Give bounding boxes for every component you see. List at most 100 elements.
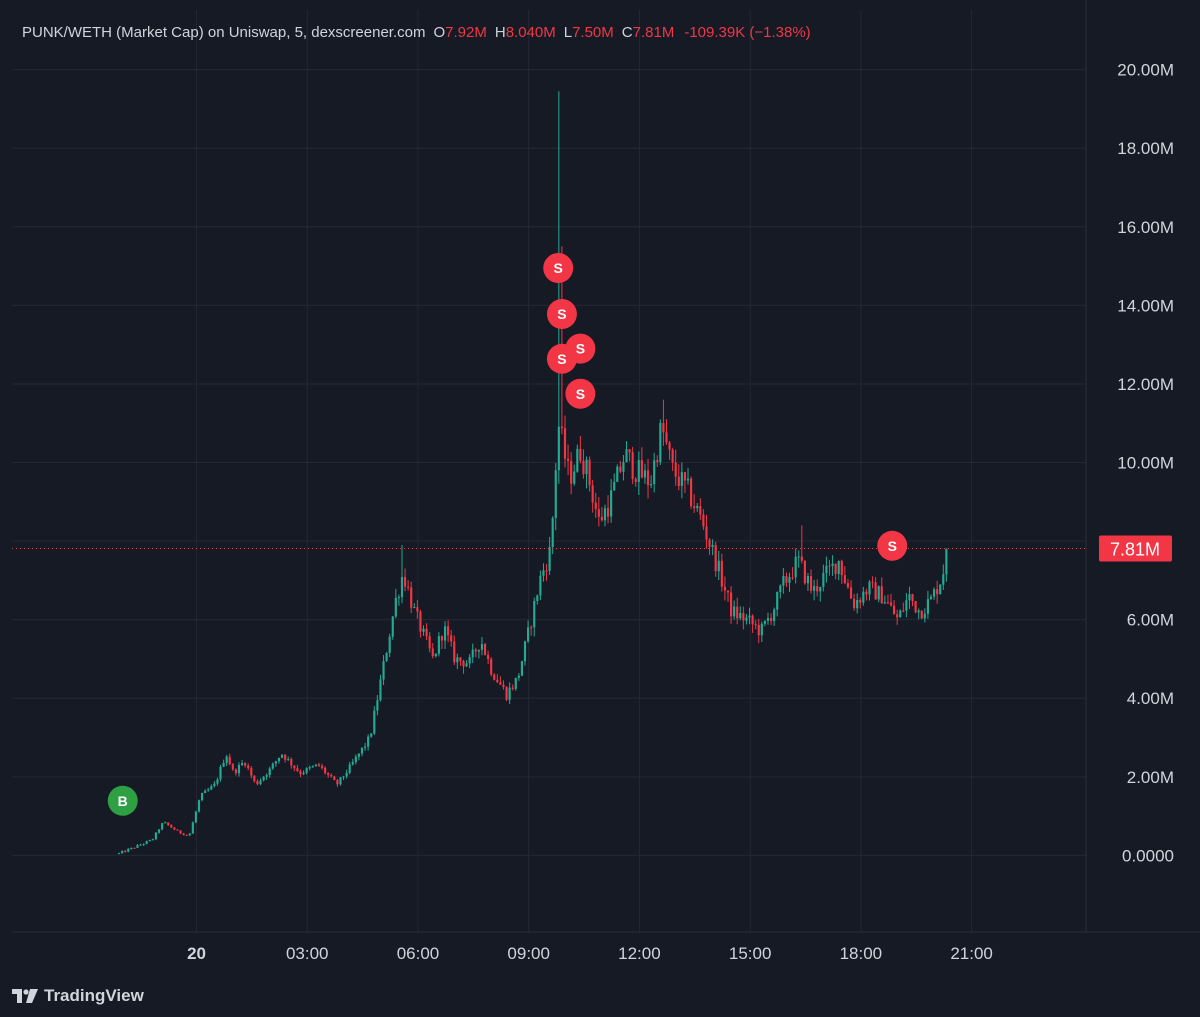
tradingview-logo-icon (12, 989, 38, 1003)
svg-text:S: S (554, 260, 563, 276)
candle (136, 843, 139, 849)
candle (400, 545, 404, 604)
candle (616, 464, 619, 482)
sell-marker[interactable]: S (546, 299, 577, 330)
candle (453, 635, 456, 666)
candle (277, 757, 281, 764)
candle (785, 572, 788, 587)
candle (333, 775, 336, 781)
candle (216, 777, 219, 786)
candle (831, 555, 834, 576)
candle (305, 767, 308, 775)
candle (693, 494, 696, 513)
candle (563, 415, 567, 468)
sell-marker[interactable]: S (565, 378, 596, 409)
candle (314, 764, 317, 767)
candle (502, 680, 505, 690)
candle (173, 827, 176, 831)
candle (896, 609, 899, 625)
candle (370, 732, 373, 738)
candle (204, 789, 207, 794)
candle (182, 832, 185, 836)
candle (139, 843, 142, 846)
sell-marker[interactable]: S (543, 253, 574, 284)
candle (834, 563, 837, 580)
y-tick-label: 20.00M (1117, 61, 1174, 80)
candle (631, 446, 634, 485)
candle (151, 838, 154, 841)
candle (480, 637, 484, 656)
candle (733, 600, 736, 620)
candle (157, 828, 161, 834)
candle (889, 593, 893, 607)
candle (382, 655, 385, 686)
y-tick-label: 4.00M (1127, 689, 1174, 708)
x-tick-label: 21:00 (950, 944, 993, 963)
candle (527, 620, 530, 643)
candle (222, 759, 225, 768)
candle (490, 657, 493, 677)
sell-marker[interactable]: S (877, 530, 908, 561)
x-tick-label: 18:00 (840, 944, 883, 963)
candle (668, 440, 671, 460)
candle (425, 623, 428, 641)
x-tick-label: 15:00 (729, 944, 772, 963)
candle (397, 594, 400, 606)
candle (656, 455, 659, 467)
candle (816, 579, 819, 597)
candle (487, 650, 490, 664)
candle (247, 763, 250, 771)
candle (207, 787, 210, 792)
y-tick-label: 16.00M (1117, 218, 1174, 237)
candle (597, 497, 600, 527)
candle (287, 756, 290, 762)
candle (299, 769, 302, 778)
candle (197, 799, 201, 813)
candle (637, 451, 640, 495)
candle (164, 821, 167, 824)
candle (200, 792, 204, 802)
y-tick-label: 0.0000 (1122, 846, 1174, 865)
y-tick-label: 14.00M (1117, 296, 1174, 315)
svg-text:S: S (888, 538, 897, 554)
candle (868, 580, 871, 601)
candle (419, 609, 422, 638)
candle (447, 620, 450, 643)
candle (606, 495, 610, 524)
candle (376, 694, 379, 716)
candle (407, 580, 410, 591)
sell-marker[interactable]: S (565, 333, 596, 364)
candle (763, 620, 766, 627)
open-value: 7.92M (445, 23, 487, 41)
candle (364, 743, 367, 751)
candle (416, 599, 419, 619)
candle (886, 594, 890, 605)
candle (923, 608, 926, 623)
candle (311, 765, 314, 768)
candle (148, 839, 151, 842)
candle (422, 625, 425, 636)
svg-text:B: B (118, 793, 128, 809)
candle (899, 609, 902, 618)
candle (505, 686, 508, 702)
candle (539, 570, 542, 601)
candle (646, 458, 650, 499)
tradingview-brand[interactable]: TradingView (12, 984, 144, 1008)
candle (806, 572, 810, 591)
candle (121, 850, 124, 854)
candle (570, 452, 573, 495)
candle (853, 593, 856, 611)
candle (268, 766, 271, 778)
candle (483, 642, 487, 656)
candle (800, 525, 803, 564)
candle (477, 649, 480, 659)
svg-text:S: S (557, 306, 566, 322)
candle (127, 848, 130, 853)
buy-marker[interactable]: B (107, 785, 138, 816)
candle (290, 757, 293, 769)
candle (413, 603, 416, 609)
candle (613, 473, 616, 491)
candle (936, 580, 939, 604)
candle (662, 399, 665, 446)
